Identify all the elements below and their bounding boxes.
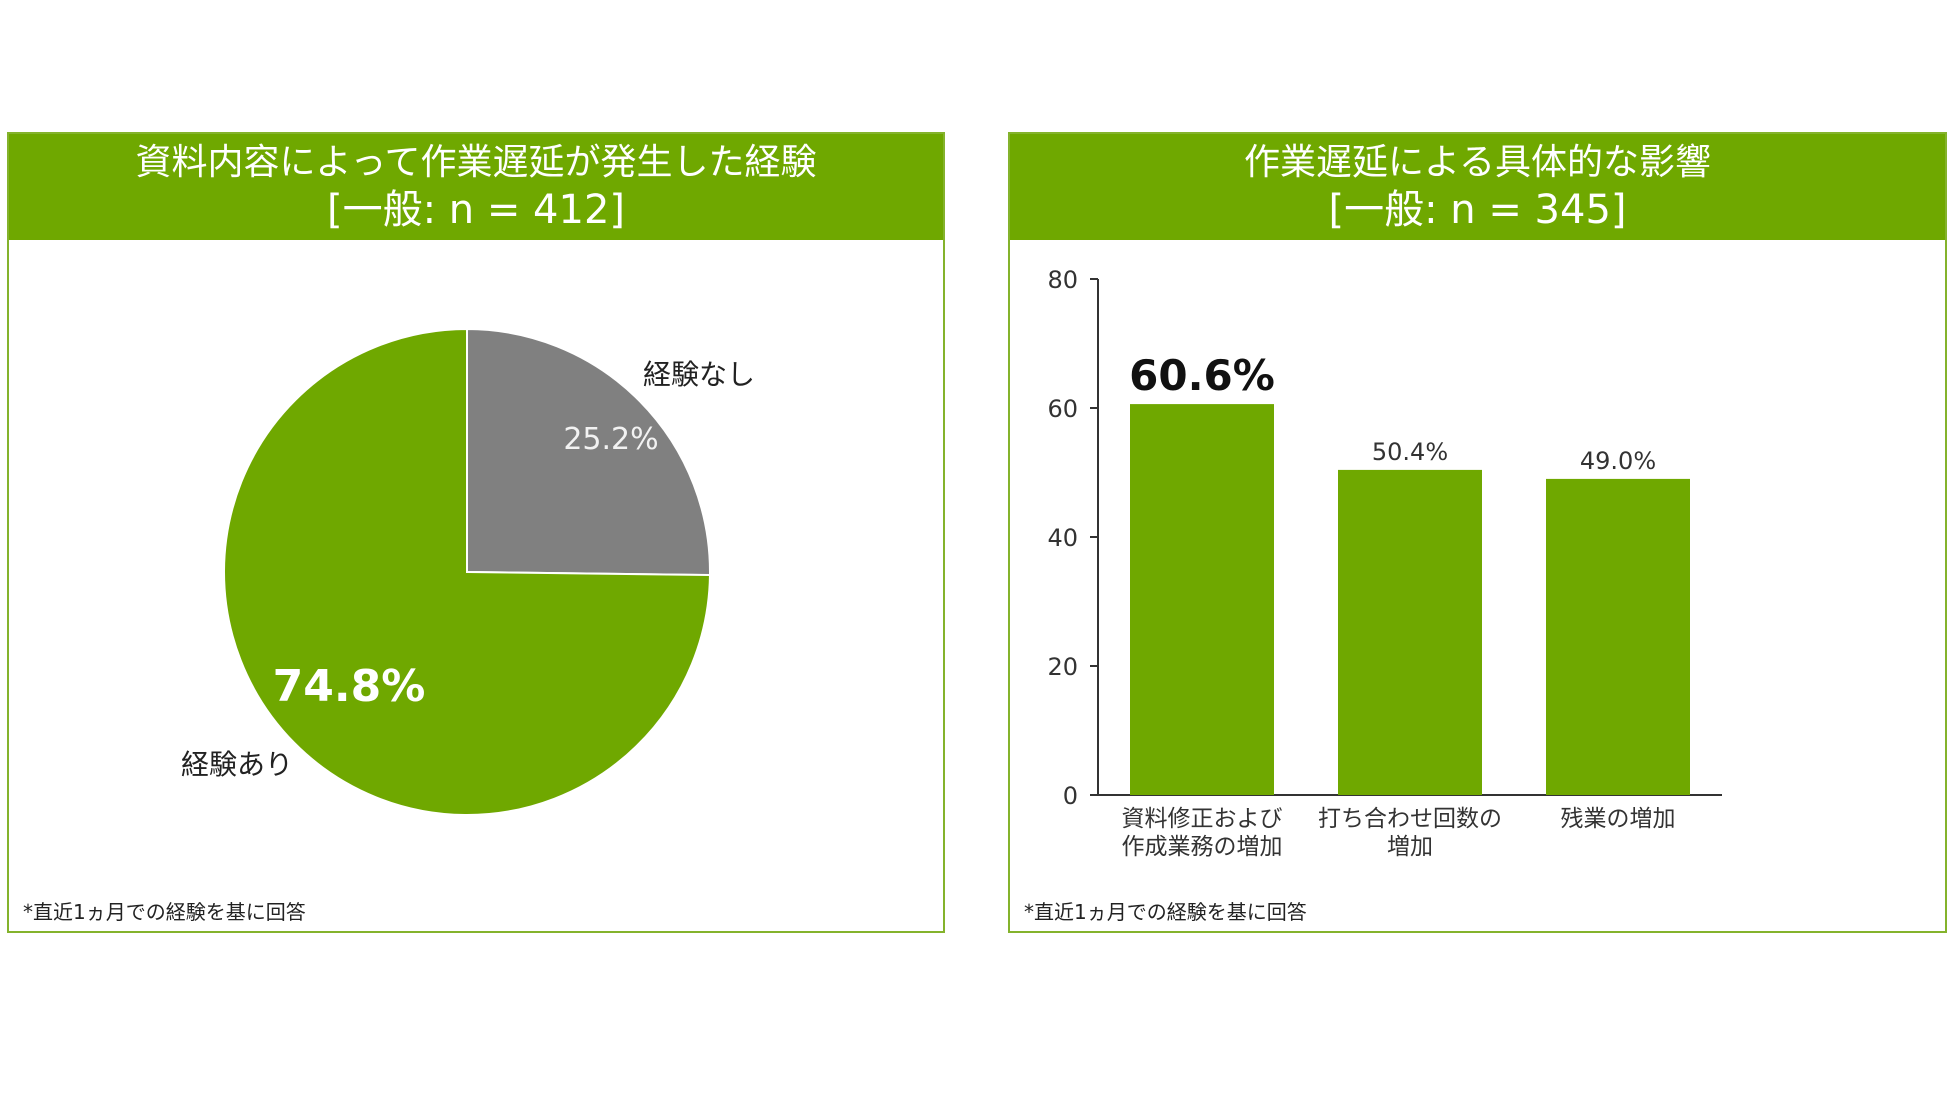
y-tick-label: 80 bbox=[1047, 266, 1078, 294]
bar bbox=[1546, 478, 1690, 795]
bar-value-label: 49.0% bbox=[1580, 447, 1656, 475]
pie-value-label-with-experience: 74.8% bbox=[273, 661, 426, 712]
pie-chart-sample-size: [一般: n = 412] bbox=[326, 187, 626, 233]
pie-chart-title: 資料内容によって作業遅延が発生した経験 bbox=[135, 142, 817, 183]
pie-value-label-no-experience: 25.2% bbox=[563, 422, 658, 457]
pie-chart-header: 資料内容によって作業遅延が発生した経験 [一般: n = 412] bbox=[9, 134, 943, 240]
bar-chart-header: 作業遅延による具体的な影響 [一般: n = 345] bbox=[1010, 134, 1945, 240]
y-tick-label: 60 bbox=[1047, 395, 1078, 423]
pie-slice-with-experience bbox=[223, 327, 711, 816]
bar-value-label: 50.4% bbox=[1372, 438, 1448, 466]
pie-category-label-with-experience: 経験あり bbox=[181, 748, 293, 781]
bar-chart-title: 作業遅延による具体的な影響 bbox=[1244, 142, 1711, 183]
pie-category-label-no-experience: 経験なし bbox=[643, 358, 755, 391]
x-category-label: 打ち合わせ回数の bbox=[1318, 806, 1502, 832]
pie-chart: 25.2% 経験なし 74.8% 経験あり bbox=[181, 327, 755, 816]
x-category-label: 残業の増加 bbox=[1561, 806, 1676, 832]
bar-chart-panel: 作業遅延による具体的な影響 [一般: n = 345] 0 20 40 60 80 60.… bbox=[1008, 132, 1947, 933]
bar bbox=[1130, 404, 1274, 795]
bar-value-label: 60.6% bbox=[1129, 351, 1275, 400]
x-category-label: 資料修正および bbox=[1122, 806, 1283, 832]
pie-chart-footnote: *直近1ヵ月での経験を基に回答 bbox=[23, 900, 306, 924]
bar bbox=[1338, 469, 1482, 795]
bar-chart-footnote: *直近1ヵ月での経験を基に回答 bbox=[1024, 900, 1307, 924]
y-tick-label: 0 bbox=[1063, 782, 1078, 810]
x-category-label: 作成業務の増加 bbox=[1122, 834, 1283, 860]
pie-chart-panel: 資料内容によって作業遅延が発生した経験 [一般: n = 412] 25.2% 経… bbox=[7, 132, 945, 933]
pie-slice-no-experience bbox=[466, 327, 711, 577]
x-category-label: 増加 bbox=[1387, 834, 1433, 860]
y-tick-label: 40 bbox=[1047, 524, 1078, 552]
y-tick-label: 20 bbox=[1047, 653, 1078, 681]
bar-chart-sample-size: [一般: n = 345] bbox=[1328, 187, 1627, 233]
